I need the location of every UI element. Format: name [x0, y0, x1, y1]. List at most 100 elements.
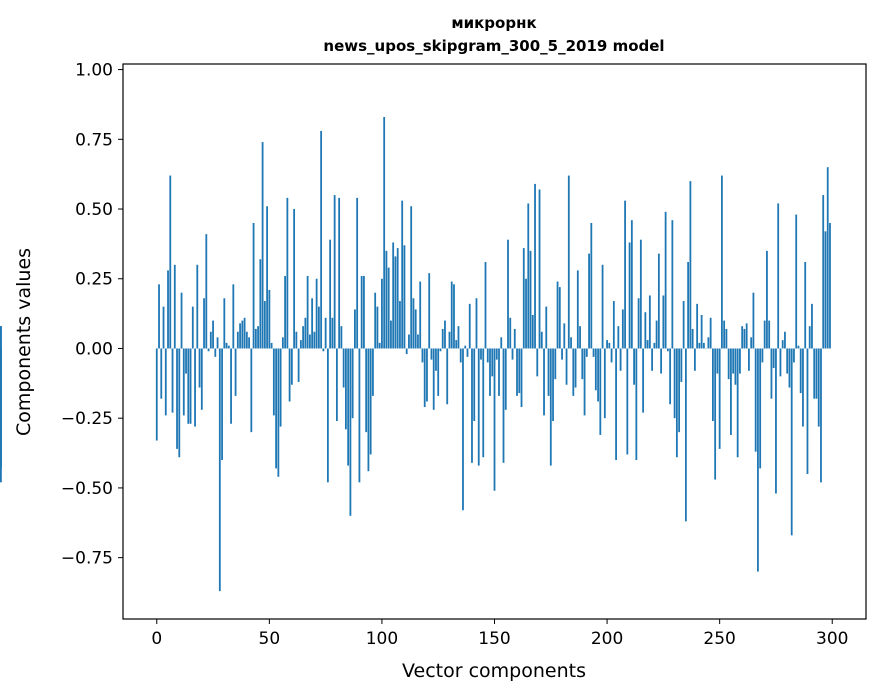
- bar: [327, 348, 329, 482]
- bar: [174, 265, 176, 349]
- bar: [336, 348, 338, 421]
- x-axis-label: Vector components: [402, 660, 586, 682]
- bar: [545, 307, 547, 349]
- x-tick-label: 0: [151, 629, 162, 649]
- bar: [773, 348, 775, 368]
- bar: [671, 220, 673, 348]
- bar: [548, 348, 550, 395]
- bar: [226, 343, 228, 349]
- bar: [656, 321, 658, 349]
- bar: [451, 282, 453, 349]
- bar: [352, 348, 354, 418]
- bar: [534, 184, 536, 349]
- bar: [728, 348, 730, 379]
- bar: [163, 307, 165, 349]
- x-tick-label: 100: [366, 629, 398, 649]
- bar: [732, 348, 734, 373]
- bar: [503, 348, 505, 462]
- bar: [764, 321, 766, 349]
- bar: [300, 340, 302, 348]
- bar: [334, 195, 336, 348]
- bar: [340, 326, 342, 348]
- bar: [498, 348, 500, 395]
- bar: [203, 298, 205, 348]
- bar: [622, 309, 624, 348]
- bar: [791, 348, 793, 535]
- bar: [390, 321, 392, 349]
- bar: [703, 343, 705, 349]
- bar: [453, 284, 455, 348]
- bar: [825, 231, 827, 348]
- bar: [295, 332, 297, 349]
- bar: [512, 348, 514, 359]
- y-tick-label: 0.00: [75, 339, 113, 359]
- bar: [624, 201, 626, 349]
- bar: [169, 176, 171, 349]
- bar: [651, 348, 653, 370]
- bar: [176, 348, 178, 448]
- bar: [667, 348, 669, 351]
- bar: [264, 301, 266, 348]
- bar: [185, 348, 187, 373]
- bar: [372, 348, 374, 395]
- bar: [579, 326, 581, 348]
- bar: [302, 326, 304, 348]
- bar: [608, 343, 610, 349]
- bar: [248, 337, 250, 348]
- bar: [629, 242, 631, 348]
- bar: [311, 298, 313, 348]
- bar: [345, 348, 347, 429]
- bar: [257, 326, 259, 348]
- bar: [178, 348, 180, 457]
- bar: [786, 348, 788, 373]
- bar: [280, 348, 282, 426]
- bar: [735, 348, 737, 384]
- bar: [183, 348, 185, 415]
- bar: [820, 348, 822, 482]
- bar: [554, 348, 556, 379]
- bar: [0, 326, 2, 348]
- bar: [221, 348, 223, 460]
- bar: [518, 348, 520, 393]
- bar: [368, 348, 370, 471]
- bar: [298, 348, 300, 381]
- bar: [250, 348, 252, 432]
- bar: [800, 348, 802, 393]
- bar: [320, 131, 322, 349]
- bar: [435, 348, 437, 370]
- bar: [818, 348, 820, 426]
- bar: [241, 321, 243, 349]
- bar: [563, 323, 565, 348]
- bar: [527, 203, 529, 348]
- bar: [172, 348, 174, 412]
- bar: [316, 279, 318, 349]
- bar: [417, 335, 419, 349]
- bar: [291, 348, 293, 384]
- bar: [550, 348, 552, 465]
- bar: [253, 223, 255, 349]
- bar: [462, 348, 464, 510]
- bar: [750, 337, 752, 348]
- bar: [649, 295, 651, 348]
- bar: [489, 348, 491, 395]
- bar: [273, 348, 275, 415]
- bar: [259, 259, 261, 348]
- bar: [626, 348, 628, 454]
- bar: [442, 329, 444, 349]
- bar: [744, 329, 746, 349]
- bar: [246, 332, 248, 349]
- bar: [746, 323, 748, 348]
- bar: [397, 248, 399, 348]
- bar: [687, 262, 689, 348]
- bar: [365, 348, 367, 432]
- bar: [766, 251, 768, 349]
- bar: [532, 315, 534, 348]
- bar: [577, 270, 579, 348]
- bar: [449, 332, 451, 349]
- bar: [194, 348, 196, 426]
- bar: [235, 348, 237, 395]
- bar: [777, 203, 779, 348]
- bar: [158, 284, 160, 348]
- bar: [415, 309, 417, 348]
- y-tick-label: −0.25: [61, 409, 113, 429]
